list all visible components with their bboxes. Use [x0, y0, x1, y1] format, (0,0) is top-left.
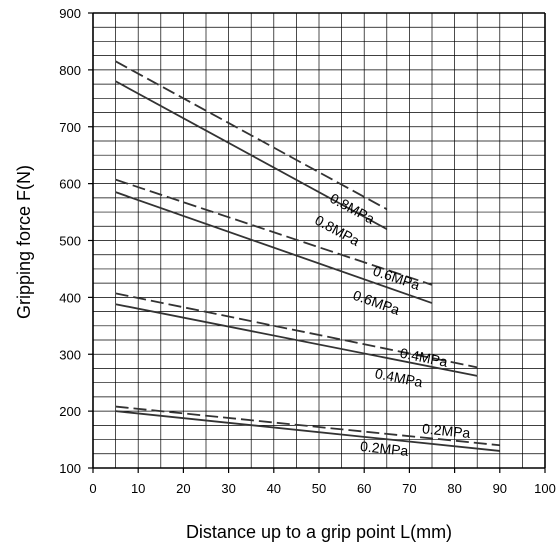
y-tick-label: 600	[59, 177, 81, 192]
y-tick-label: 500	[59, 234, 81, 249]
x-tick-label: 10	[131, 481, 145, 496]
series-line-solid	[115, 80, 388, 230]
y-tick-label: 100	[59, 461, 81, 476]
series-line-solid	[115, 191, 433, 304]
y-tick-label: 300	[59, 347, 81, 362]
tick-labels: 0 10 20 30 40 50 60 70 80 90 100 100 200 300 400 500 600…	[59, 6, 556, 496]
x-tick-label: 60	[357, 481, 371, 496]
y-tick-label: 800	[59, 63, 81, 78]
y-tick-label: 700	[59, 120, 81, 135]
x-tick-label: 100	[534, 481, 556, 496]
x-axis-label: Distance up to a grip point L(mm)	[186, 522, 452, 542]
y-tick-label: 400	[59, 290, 81, 305]
x-tick-label: 20	[176, 481, 190, 496]
grid	[88, 12, 546, 473]
x-tick-label: 70	[402, 481, 416, 496]
series-line-dashed	[115, 178, 433, 286]
x-tick-label: 40	[267, 481, 281, 496]
y-tick-label: 900	[59, 6, 81, 21]
series-line-solid	[115, 410, 500, 452]
series-line-dashed	[115, 292, 478, 369]
x-tick-label: 90	[493, 481, 507, 496]
x-tick-label: 80	[447, 481, 461, 496]
series-labels: 0.8MPa0.8MPa0.6MPa0.6MPa0.4MPa0.4MPa0.2M…	[312, 190, 471, 459]
y-axis-label: Gripping force F(N)	[14, 165, 34, 319]
series-line-dashed	[115, 405, 500, 447]
series-label: 0.6MPa	[371, 263, 422, 293]
series-line-dashed	[115, 60, 388, 211]
series-label: 0.6MPa	[351, 287, 402, 318]
series-label: 0.2MPa	[359, 438, 409, 459]
x-tick-label: 30	[221, 481, 235, 496]
y-tick-label: 200	[59, 404, 81, 419]
series-lines	[115, 60, 500, 452]
x-tick-label: 0	[89, 481, 96, 496]
series-line-solid	[115, 303, 478, 377]
series-label: 0.2MPa	[421, 420, 471, 441]
x-tick-label: 50	[312, 481, 326, 496]
series-label: 0.4MPa	[374, 365, 425, 390]
